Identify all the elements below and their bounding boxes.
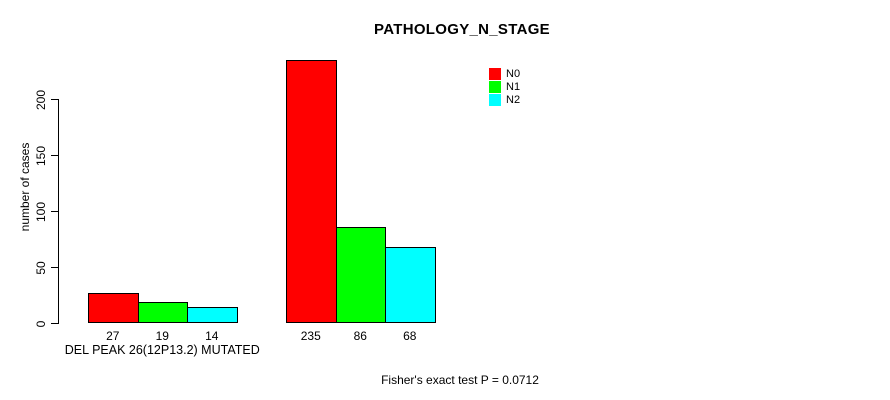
bar-n1-group1 — [137, 301, 188, 323]
y-tick-label: 100 — [34, 201, 48, 222]
bar-n0-group2 — [286, 60, 337, 323]
y-tick-mark — [51, 99, 58, 101]
y-tick-label: 50 — [34, 260, 48, 275]
y-tick-mark — [51, 211, 58, 213]
x-axis-group-label: DEL PEAK 26(12P13.2) MUTATED — [64, 343, 260, 357]
y-tick-label: 150 — [34, 145, 48, 166]
legend-label: N0 — [506, 67, 521, 80]
bar-value-label: 68 — [403, 329, 417, 343]
legend-item-n1: N1 — [489, 80, 520, 93]
chart-title: PATHOLOGY_N_STAGE — [374, 21, 550, 38]
legend: N0 N1 N2 — [489, 67, 520, 106]
bar-value-label: 19 — [155, 329, 169, 343]
legend-label: N2 — [506, 93, 521, 106]
y-tick-mark — [51, 267, 58, 269]
legend-item-n2: N2 — [489, 93, 520, 106]
legend-label: N1 — [506, 80, 521, 93]
legend-swatch-n2 — [489, 93, 501, 106]
bar-value-label: 86 — [353, 329, 367, 343]
bar-value-label: 235 — [300, 329, 321, 343]
y-axis-line — [58, 99, 59, 324]
legend-swatch-n1 — [489, 80, 501, 93]
bar-n1-group2 — [335, 226, 386, 323]
y-tick-label: 200 — [34, 89, 48, 110]
y-tick-mark — [51, 155, 58, 157]
y-axis-label: number of cases — [18, 142, 32, 232]
legend-item-n0: N0 — [489, 67, 520, 80]
bar-value-label: 14 — [205, 329, 219, 343]
bar-n2-group2 — [385, 246, 436, 323]
y-tick-mark — [51, 323, 58, 324]
footnote: Fisher's exact test P = 0.0712 — [381, 373, 539, 387]
bar-n2-group1 — [187, 307, 238, 323]
y-tick-label: 0 — [34, 320, 48, 327]
bar-value-label: 27 — [106, 329, 120, 343]
legend-swatch-n0 — [489, 67, 501, 80]
bar-n0-group1 — [88, 292, 139, 323]
